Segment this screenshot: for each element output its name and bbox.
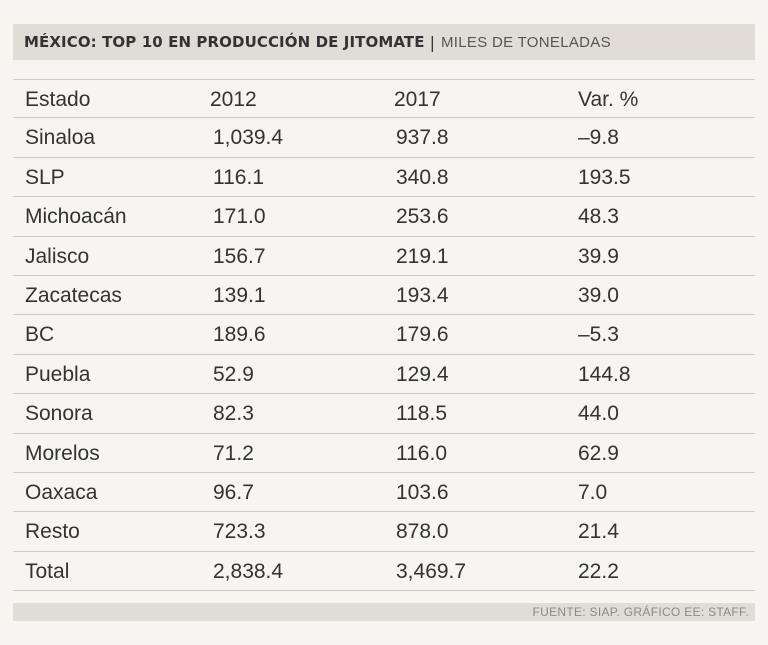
cell-var: –5.3 [578,323,619,347]
cell-estado: Zacatecas [25,283,122,307]
cell-2012: 82.3 [213,402,254,426]
cell-estado: BC [25,323,55,347]
column-header-var: Var. % [578,88,639,111]
cell-2012: 71.2 [213,441,254,465]
cell-estado: Oaxaca [25,480,98,504]
cell-2012: 52.9 [213,362,254,386]
page-title: MÉXICO: TOP 10 EN PRODUCCIÓN DE JITOMATE [24,33,425,51]
page-subtitle: MILES DE TONELADAS [440,33,611,51]
title-separator: | [429,32,435,52]
table-row: SLP 116.1 340.8 193.5 [13,158,755,198]
table-row: Michoacán 171.0 253.6 48.3 [13,197,755,237]
cell-estado: Sinaloa [25,126,96,150]
cell-2012: 171.0 [213,205,266,229]
cell-estado: Total [25,559,70,583]
cell-2012: 723.3 [213,520,266,544]
cell-2012: 139.1 [213,283,266,307]
source-footer: FUENTE: SIAP. GRÁFICO EE: STAFF. [13,603,755,621]
cell-var: 193.5 [578,165,631,189]
cell-var: 22.2 [578,559,619,583]
table-row: Sonora 82.3 118.5 44.0 [13,394,755,434]
cell-var: –9.8 [578,126,619,150]
table-row: Sinaloa 1,039.4 937.8 –9.8 [13,118,755,158]
cell-2017: 129.4 [396,362,449,386]
cell-2012: 2,838.4 [213,559,284,583]
cell-2012: 156.7 [213,244,266,268]
title-bar: MÉXICO: TOP 10 EN PRODUCCIÓN DE JITOMATE… [13,24,755,60]
cell-var: 48.3 [578,205,619,229]
cell-var: 62.9 [578,441,619,465]
table-row: Morelos 71.2 116.0 62.9 [13,434,755,473]
column-header-estado: Estado [25,88,91,111]
source-credit: FUENTE: SIAP. GRÁFICO EE: STAFF. [532,605,749,619]
cell-estado: SLP [25,165,65,189]
cell-var: 7.0 [578,480,608,504]
table-row: Zacatecas 139.1 193.4 39.0 [13,276,755,316]
cell-estado: Michoacán [25,205,127,229]
cell-2017: 118.5 [396,402,447,426]
table-header-row: Estado 2012 2017 Var. % [13,79,755,119]
cell-2017: 116.0 [396,441,447,465]
cell-2017: 937.8 [396,126,449,150]
cell-estado: Morelos [25,441,100,465]
cell-2017: 219.1 [396,244,449,268]
cell-2012: 1,039.4 [213,126,284,150]
cell-estado: Puebla [25,362,91,386]
cell-2012: 116.1 [213,165,264,189]
cell-2017: 179.6 [396,323,449,347]
table-row: Resto 723.3 878.0 21.4 [13,512,755,552]
cell-var: 21.4 [578,520,619,544]
cell-var: 144.8 [578,362,631,386]
column-header-2012: 2012 [210,88,257,111]
table-row: Total 2,838.4 3,469.7 22.2 [13,552,755,592]
table-row: BC 189.6 179.6 –5.3 [13,315,755,355]
table-row: Puebla 52.9 129.4 144.8 [13,355,755,395]
table-row: Jalisco 156.7 219.1 39.9 [13,237,755,276]
cell-2017: 193.4 [396,283,449,307]
cell-estado: Jalisco [25,244,90,268]
cell-2017: 253.6 [396,205,449,229]
production-table: Estado 2012 2017 Var. % Sinaloa 1,039.4 93… [13,79,755,592]
cell-var: 39.0 [578,283,619,307]
cell-2017: 103.6 [396,480,449,504]
cell-2012: 96.7 [213,480,254,504]
cell-estado: Resto [25,520,80,544]
cell-2017: 340.8 [396,165,449,189]
cell-var: 39.9 [578,244,619,268]
cell-2017: 3,469.7 [396,559,467,583]
column-header-2017: 2017 [394,88,441,111]
table-row: Oaxaca 96.7 103.6 7.0 [13,473,755,513]
cell-var: 44.0 [578,402,619,426]
cell-2017: 878.0 [396,520,449,544]
cell-2012: 189.6 [213,323,266,347]
cell-estado: Sonora [25,402,93,426]
